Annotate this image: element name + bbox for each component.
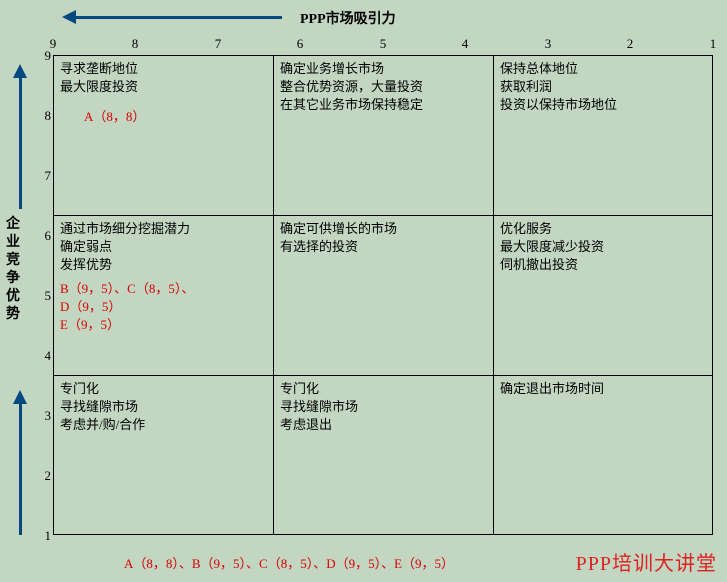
y-tick: 6 — [37, 228, 51, 242]
cell-line: 伺机撤出投资 — [500, 256, 708, 274]
arrow-line — [19, 74, 22, 209]
cell-line: 确定业务增长市场 — [280, 60, 488, 78]
x-tick: 5 — [373, 36, 393, 52]
y-tick: 5 — [37, 288, 51, 302]
x-tick: 4 — [455, 36, 475, 52]
cell-line: 投资以保持市场地位 — [500, 96, 708, 114]
cell-botleft: 专门化 寻找缝隙市场 考虑并/购/合作 — [54, 376, 274, 438]
cell-line: 专门化 — [60, 380, 268, 398]
x-tick: 1 — [703, 36, 723, 52]
x-tick: 7 — [208, 36, 228, 52]
x-tick: 8 — [125, 36, 145, 52]
cell-line: 考虑退出 — [280, 416, 488, 434]
cell-line: 寻找缝隙市场 — [280, 398, 488, 416]
cell-line: 最大限度投资 — [60, 78, 268, 96]
cell-line: 优化服务 — [500, 220, 708, 238]
cell-line: 寻求垄断地位 — [60, 60, 268, 78]
arrow-line — [72, 16, 282, 19]
arrow-line — [19, 400, 22, 535]
cell-line: 最大限度减少投资 — [500, 238, 708, 256]
x-tick: 6 — [290, 36, 310, 52]
y-tick: 7 — [37, 168, 51, 182]
cell-line: 在其它业务市场保持稳定 — [280, 96, 488, 114]
cell-line: 确定可供增长的市场 — [280, 220, 488, 238]
y-axis-title-char: 势 — [6, 306, 20, 324]
cell-point: A（8，8） — [84, 108, 268, 126]
y-tick: 8 — [37, 108, 51, 122]
x-axis-arrow — [62, 12, 282, 22]
cell-midright: 优化服务 最大限度减少投资 伺机撤出投资 — [494, 216, 714, 278]
y-axis-title-char: 竞 — [6, 252, 20, 270]
x-tick: 2 — [620, 36, 640, 52]
cell-line: 有选择的投资 — [280, 238, 488, 256]
y-tick: 2 — [37, 468, 51, 482]
cell-line: 确定弱点 — [60, 238, 268, 256]
cell-topmid: 确定业务增长市场 整合优势资源，大量投资 在其它业务市场保持稳定 — [274, 56, 494, 118]
cell-line: 保持总体地位 — [500, 60, 708, 78]
cell-line: 整合优势资源，大量投资 — [280, 78, 488, 96]
cell-line: 发挥优势 — [60, 256, 268, 274]
cell-topleft: 寻求垄断地位 最大限度投资 A（8，8） — [54, 56, 274, 130]
matrix-grid: 寻求垄断地位 最大限度投资 A（8，8） 确定业务增长市场 整合优势资源，大量投… — [53, 55, 713, 535]
bottom-summary: A（8，8）、B（9，5）、C（8，5）、D（9，5）、E（9，5） — [124, 553, 454, 572]
y-axis-arrow-upper — [15, 64, 27, 209]
cell-point: D（9，5） — [60, 298, 268, 316]
y-axis-title: 企 业 竞 争 优 势 — [6, 216, 20, 324]
cell-line: 专门化 — [280, 380, 488, 398]
cell-line: 寻找缝隙市场 — [60, 398, 268, 416]
grid-vline — [493, 56, 494, 534]
y-axis-title-char: 优 — [6, 288, 20, 306]
cell-botright: 确定退出市场时间 — [494, 376, 714, 402]
y-axis-arrow-lower — [15, 390, 27, 535]
y-axis-title-char: 争 — [6, 270, 20, 288]
cell-botmid: 专门化 寻找缝隙市场 考虑退出 — [274, 376, 494, 438]
cell-point: E（9，5） — [60, 316, 268, 334]
cell-line: 通过市场细分挖掘潜力 — [60, 220, 268, 238]
y-axis-title-char: 业 — [6, 234, 20, 252]
cell-midleft: 通过市场细分挖掘潜力 确定弱点 发挥优势 B（9，5）、C（8，5）、 D（9，… — [54, 216, 274, 338]
cell-midmid: 确定可供增长的市场 有选择的投资 — [274, 216, 494, 260]
cell-line: 获取利润 — [500, 78, 708, 96]
cell-topright: 保持总体地位 获取利润 投资以保持市场地位 — [494, 56, 714, 118]
y-axis-title-char: 企 — [6, 216, 20, 234]
watermark: PPP培训大讲堂 — [576, 547, 717, 576]
y-tick: 1 — [37, 528, 51, 542]
cell-point: B（9，5）、C（8，5）、 — [60, 280, 268, 298]
cell-line: 确定退出市场时间 — [500, 380, 708, 398]
cell-line: 考虑并/购/合作 — [60, 416, 268, 434]
x-tick: 3 — [538, 36, 558, 52]
y-tick: 4 — [37, 348, 51, 362]
y-tick: 3 — [37, 408, 51, 422]
y-tick: 9 — [37, 48, 51, 62]
x-axis-title: PPP市场吸引力 — [300, 8, 396, 28]
